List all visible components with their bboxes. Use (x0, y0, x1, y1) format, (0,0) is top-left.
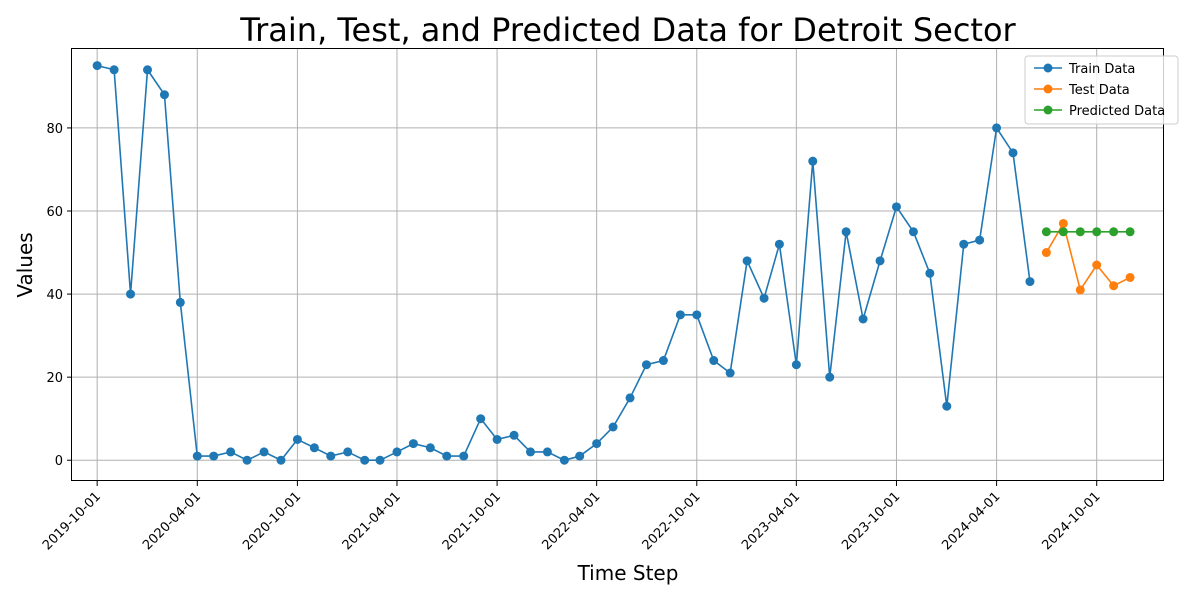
data-point (592, 439, 602, 449)
data-point (408, 439, 418, 449)
legend-label: Test Data (1068, 83, 1130, 98)
x-axis-label: Time Step (577, 561, 679, 585)
data-point (1008, 148, 1018, 158)
data-point (326, 451, 336, 461)
legend-label: Train Data (1068, 62, 1135, 77)
data-point (658, 356, 668, 366)
y-axis-label: Values (13, 232, 37, 297)
legend-box (1024, 55, 1179, 125)
data-point (442, 451, 452, 461)
series-train-data (92, 61, 1035, 465)
data-point (858, 314, 868, 324)
data-point (226, 447, 236, 457)
data-point (375, 455, 385, 465)
data-point (209, 451, 219, 461)
data-point (192, 451, 202, 461)
data-point (509, 430, 519, 440)
data-point (875, 256, 885, 266)
legend-item: Test Data (1034, 83, 1130, 98)
data-point (1058, 227, 1068, 237)
data-point (959, 239, 969, 249)
y-tick-label: 80 (46, 122, 63, 137)
data-point (1109, 281, 1119, 291)
data-point (1075, 227, 1085, 237)
data-point (725, 368, 735, 378)
data-point (709, 356, 719, 366)
data-point (276, 455, 286, 465)
data-point (791, 360, 801, 370)
data-point (559, 455, 569, 465)
data-point (242, 455, 252, 465)
data-point (175, 297, 185, 307)
plot-area-frame (71, 48, 1164, 481)
data-point (891, 202, 901, 212)
data-point (692, 310, 702, 320)
legend-item: Train Data (1034, 62, 1135, 77)
data-point (343, 447, 353, 457)
chart-title: Train, Test, and Predicted Data for Detr… (239, 11, 1016, 49)
data-point (109, 65, 119, 75)
data-point (525, 447, 535, 457)
data-point (1025, 277, 1035, 287)
data-point (825, 372, 835, 382)
legend-marker (1043, 84, 1053, 94)
data-point (126, 289, 136, 299)
y-tick-label: 0 (55, 454, 63, 469)
data-point (292, 434, 302, 444)
data-point (641, 360, 651, 370)
data-point (759, 293, 769, 303)
data-point (1125, 272, 1135, 282)
data-point (1075, 285, 1085, 295)
data-point (476, 414, 486, 424)
data-point (309, 443, 319, 453)
data-point (908, 227, 918, 237)
data-point (542, 447, 552, 457)
data-point (808, 156, 818, 166)
series-layer (92, 61, 1135, 465)
legend-marker (1043, 105, 1053, 115)
data-point (1109, 227, 1119, 237)
data-point (675, 310, 685, 320)
data-point (1092, 227, 1102, 237)
data-point (1092, 260, 1102, 270)
data-point (1041, 248, 1051, 258)
legend: Train Data Test Data Predicted Data (1024, 55, 1179, 125)
data-point (459, 451, 469, 461)
data-point (625, 393, 635, 403)
y-tick-label: 60 (46, 205, 63, 220)
y-tick-label: 20 (46, 371, 63, 386)
legend-marker (1043, 63, 1053, 73)
data-point (392, 447, 402, 457)
data-point (742, 256, 752, 266)
data-point (841, 227, 851, 237)
data-point (259, 447, 269, 457)
data-point (575, 451, 585, 461)
y-tick-label: 40 (46, 288, 63, 303)
data-point (159, 90, 169, 100)
data-point (360, 455, 370, 465)
data-point (774, 239, 784, 249)
series-predicted-data (1041, 227, 1135, 237)
legend-item: Predicted Data (1034, 104, 1165, 119)
data-point (92, 61, 102, 71)
data-point (992, 123, 1002, 133)
data-point (425, 443, 435, 453)
data-point (975, 235, 985, 245)
legend-label: Predicted Data (1069, 104, 1165, 119)
data-point (1058, 218, 1068, 228)
data-point (608, 422, 618, 432)
data-point (1125, 227, 1135, 237)
data-point (925, 268, 935, 278)
data-point (942, 401, 952, 411)
data-point (1041, 227, 1051, 237)
data-point (492, 434, 502, 444)
data-point (142, 65, 152, 75)
